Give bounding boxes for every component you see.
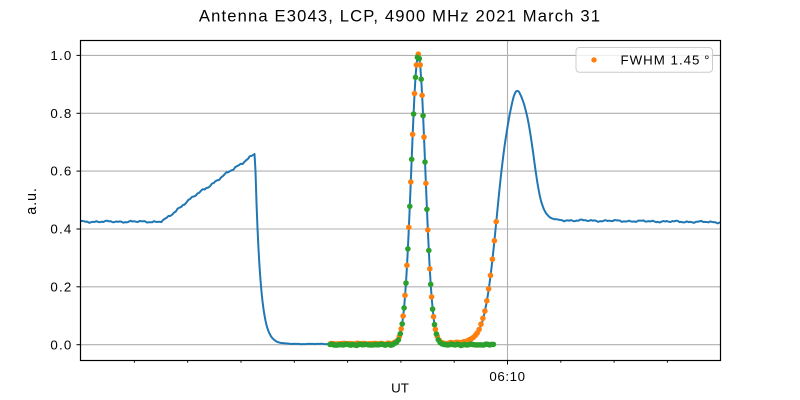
svg-text:a.u.: a.u. (24, 187, 40, 214)
svg-text:1.0: 1.0 (50, 48, 72, 63)
svg-text:FWHM 1.45 °: FWHM 1.45 ° (621, 52, 711, 67)
svg-text:UT: UT (391, 381, 409, 396)
svg-text:0.2: 0.2 (50, 279, 72, 294)
svg-text:0.8: 0.8 (50, 106, 72, 121)
svg-text:06:10: 06:10 (489, 369, 525, 384)
svg-text:0.4: 0.4 (50, 222, 72, 237)
svg-text:0.6: 0.6 (50, 164, 72, 179)
svg-text:Antenna E3043, LCP, 4900 MHz 2: Antenna E3043, LCP, 4900 MHz 2021 March … (199, 7, 601, 26)
svg-text:0.0: 0.0 (50, 337, 72, 352)
